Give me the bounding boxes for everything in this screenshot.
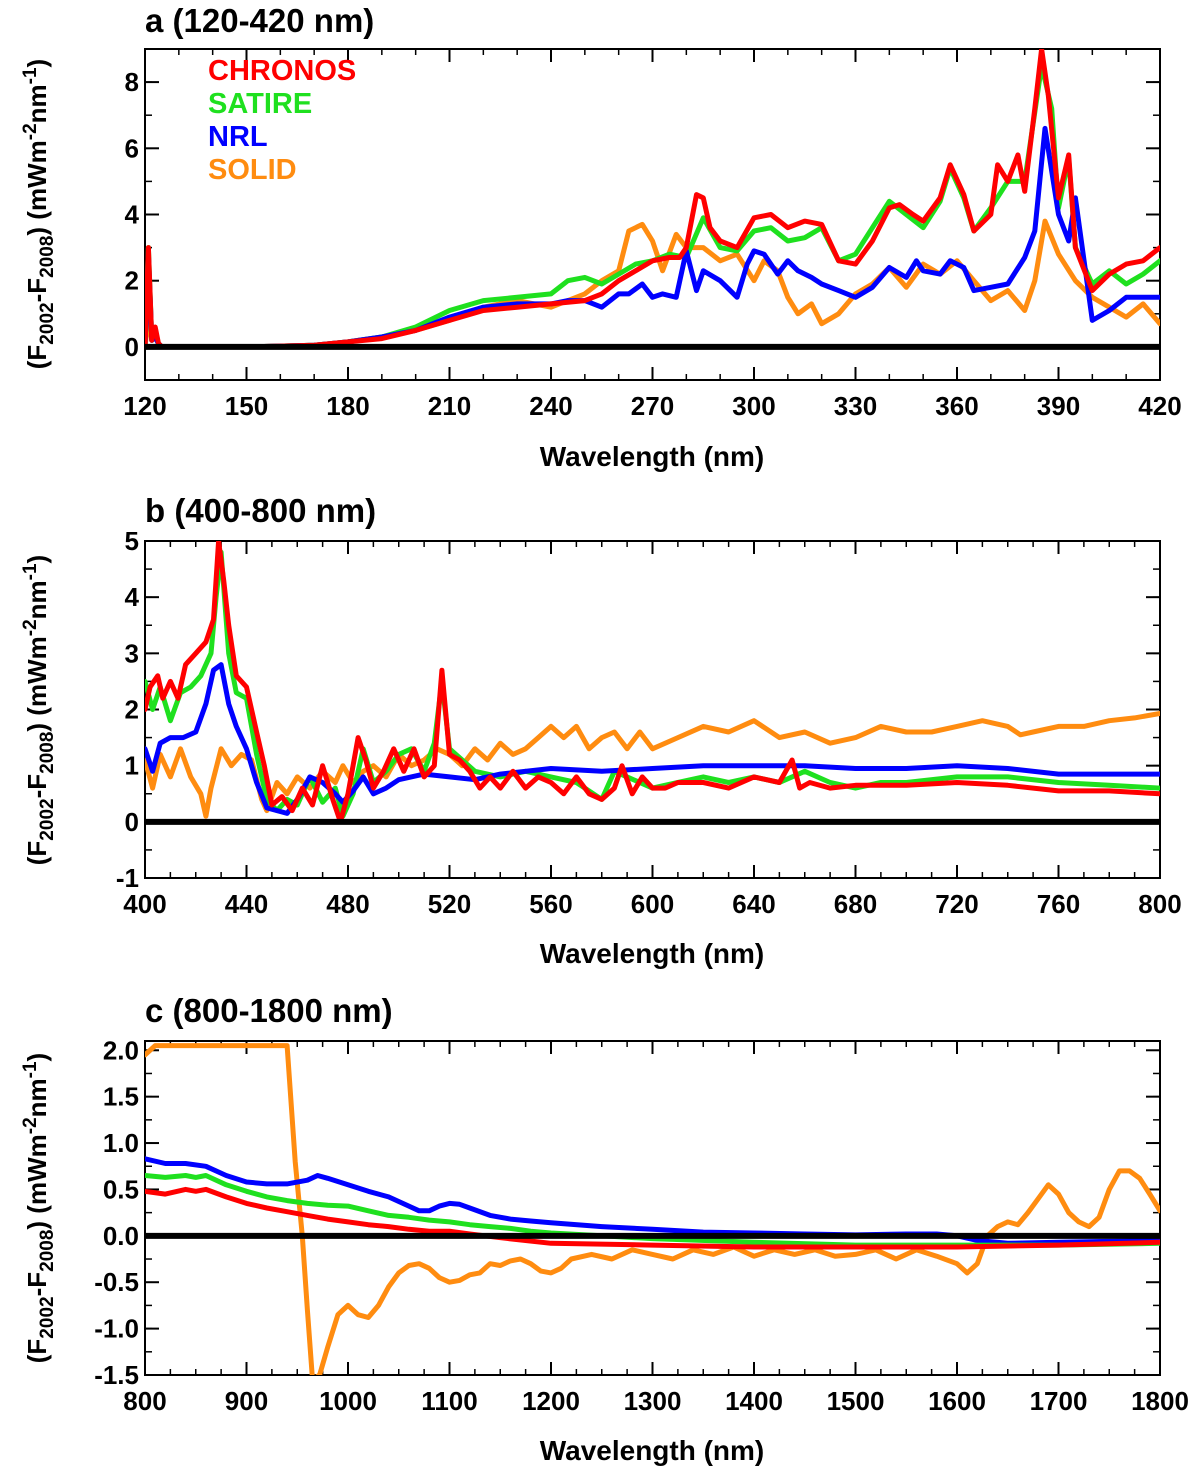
x-tick-label: 1400 (725, 1386, 783, 1416)
legend-entry-solid: SOLID (208, 154, 297, 186)
panel-b-series (145, 541, 1160, 825)
x-tick-label: 150 (225, 391, 268, 421)
x-tick-label: 1100 (421, 1386, 477, 1416)
x-tick-label: 1000 (319, 1386, 377, 1416)
panel-b: b (400-800 nm) 400 440 480 520 560 600 640 680 7… (20, 492, 1182, 969)
panel-a-x-axis-label: Wavelength (nm) (540, 441, 765, 472)
x-tick-label: 800 (1138, 889, 1181, 919)
x-tick-label: 560 (529, 889, 572, 919)
x-tick-label: 210 (428, 391, 471, 421)
x-tick-label: 720 (935, 889, 978, 919)
y-tick-label: 3 (125, 638, 139, 668)
legend-entry-chronos: CHRONOS (208, 55, 356, 87)
panel-b-y-axis-label: (F2002-F2008) (mWm-2nm-1) (20, 555, 58, 865)
y-tick-label: 0.0 (103, 1221, 139, 1251)
x-tick-label: 440 (225, 889, 268, 919)
x-tick-label: 330 (834, 391, 877, 421)
panel-a-y-axis-label: (F2002-F2008) (mWm-2nm-1) (20, 59, 58, 369)
x-tick-label: 1700 (1030, 1386, 1088, 1416)
panel-a-series (145, 49, 1160, 350)
y-tick-label: 4 (125, 582, 140, 612)
y-tick-label: 8 (125, 67, 139, 97)
panel-a-ticks: 120 150 180 210 240 270 300 330 360 390 420 0 2 4 6 8 (123, 48, 1182, 421)
x-tick-label: 1500 (827, 1386, 885, 1416)
panel-a-title: a (120-420 nm) (145, 2, 374, 39)
x-tick-label: 120 (123, 391, 166, 421)
x-tick-label: 760 (1037, 889, 1080, 919)
x-tick-label: 420 (1138, 391, 1181, 421)
x-tick-label: 1200 (522, 1386, 580, 1416)
x-tick-label: 300 (732, 391, 775, 421)
y-tick-label: 5 (125, 526, 139, 556)
y-tick-label: 6 (125, 133, 139, 163)
x-tick-label: 240 (529, 391, 572, 421)
series-line-chronos (145, 49, 1160, 350)
x-tick-label: 360 (935, 391, 978, 421)
x-tick-label: 1800 (1131, 1386, 1189, 1416)
x-tick-label: 1300 (624, 1386, 682, 1416)
legend-entry-nrl: NRL (208, 121, 268, 153)
panel-c-title: c (800-1800 nm) (145, 992, 393, 1029)
x-tick-label: 680 (834, 889, 877, 919)
x-tick-label: 480 (326, 889, 369, 919)
x-tick-label: 1600 (928, 1386, 986, 1416)
panel-b-frame (144, 540, 1161, 879)
panel-b-title: b (400-800 nm) (145, 492, 376, 529)
panel-c-y-axis-label: (F2002-F2008) (mWm-2nm-1) (20, 1053, 58, 1363)
panel-c-ticks: 800 900 1000 1100 1200 1300 1400 1500 1600 1700 18… (94, 1035, 1189, 1416)
panel-b-ticks: 400 440 480 520 560 600 640 680 720 760 800 -1 0 1 2 3 4… (116, 526, 1182, 919)
y-tick-label: 1.5 (103, 1082, 139, 1112)
y-tick-label: 0 (125, 807, 139, 837)
series-line-nrl (145, 662, 1160, 816)
series-line-solid (145, 1043, 1160, 1375)
panel-b-x-axis-label: Wavelength (nm) (540, 938, 765, 969)
y-tick-label: 2 (125, 695, 139, 725)
panel-a: a (120-420 nm) 120 150 180 210 240 270 300 330 3… (20, 2, 1182, 472)
series-line-solid (145, 710, 1160, 819)
y-tick-label: 0 (125, 332, 139, 362)
panel-c-x-axis-label: Wavelength (nm) (540, 1435, 765, 1466)
x-tick-label: 600 (631, 889, 674, 919)
y-tick-label: -1 (116, 863, 139, 893)
y-tick-label: -1.0 (94, 1314, 139, 1344)
panel-c-series (145, 1043, 1160, 1375)
y-tick-label: -1.5 (94, 1360, 139, 1390)
y-tick-label: 2.0 (103, 1035, 139, 1065)
legend-entry-satire: SATIRE (208, 88, 312, 120)
series-line-chronos (145, 1186, 1160, 1250)
x-tick-label: 900 (225, 1386, 268, 1416)
series-line-satire (145, 1173, 1160, 1248)
x-tick-label: 390 (1037, 391, 1080, 421)
y-tick-label: 2 (125, 266, 139, 296)
y-tick-label: 1.0 (103, 1128, 139, 1158)
legend: CHRONOS SATIRE NRL SOLID (208, 55, 356, 186)
x-tick-label: 800 (123, 1386, 166, 1416)
x-tick-label: 180 (326, 391, 369, 421)
y-tick-label: 4 (125, 200, 140, 230)
series-line-chronos (145, 541, 1160, 825)
panel-c: c (800-1800 nm) 800 900 1000 1100 1200 1300 14… (20, 992, 1189, 1466)
x-tick-label: 520 (428, 889, 471, 919)
x-tick-label: 270 (631, 391, 674, 421)
y-tick-label: 1 (125, 751, 139, 781)
x-tick-label: 400 (123, 889, 166, 919)
x-tick-label: 640 (732, 889, 775, 919)
y-tick-label: -0.5 (94, 1267, 139, 1297)
y-tick-label: 0.5 (103, 1174, 139, 1204)
